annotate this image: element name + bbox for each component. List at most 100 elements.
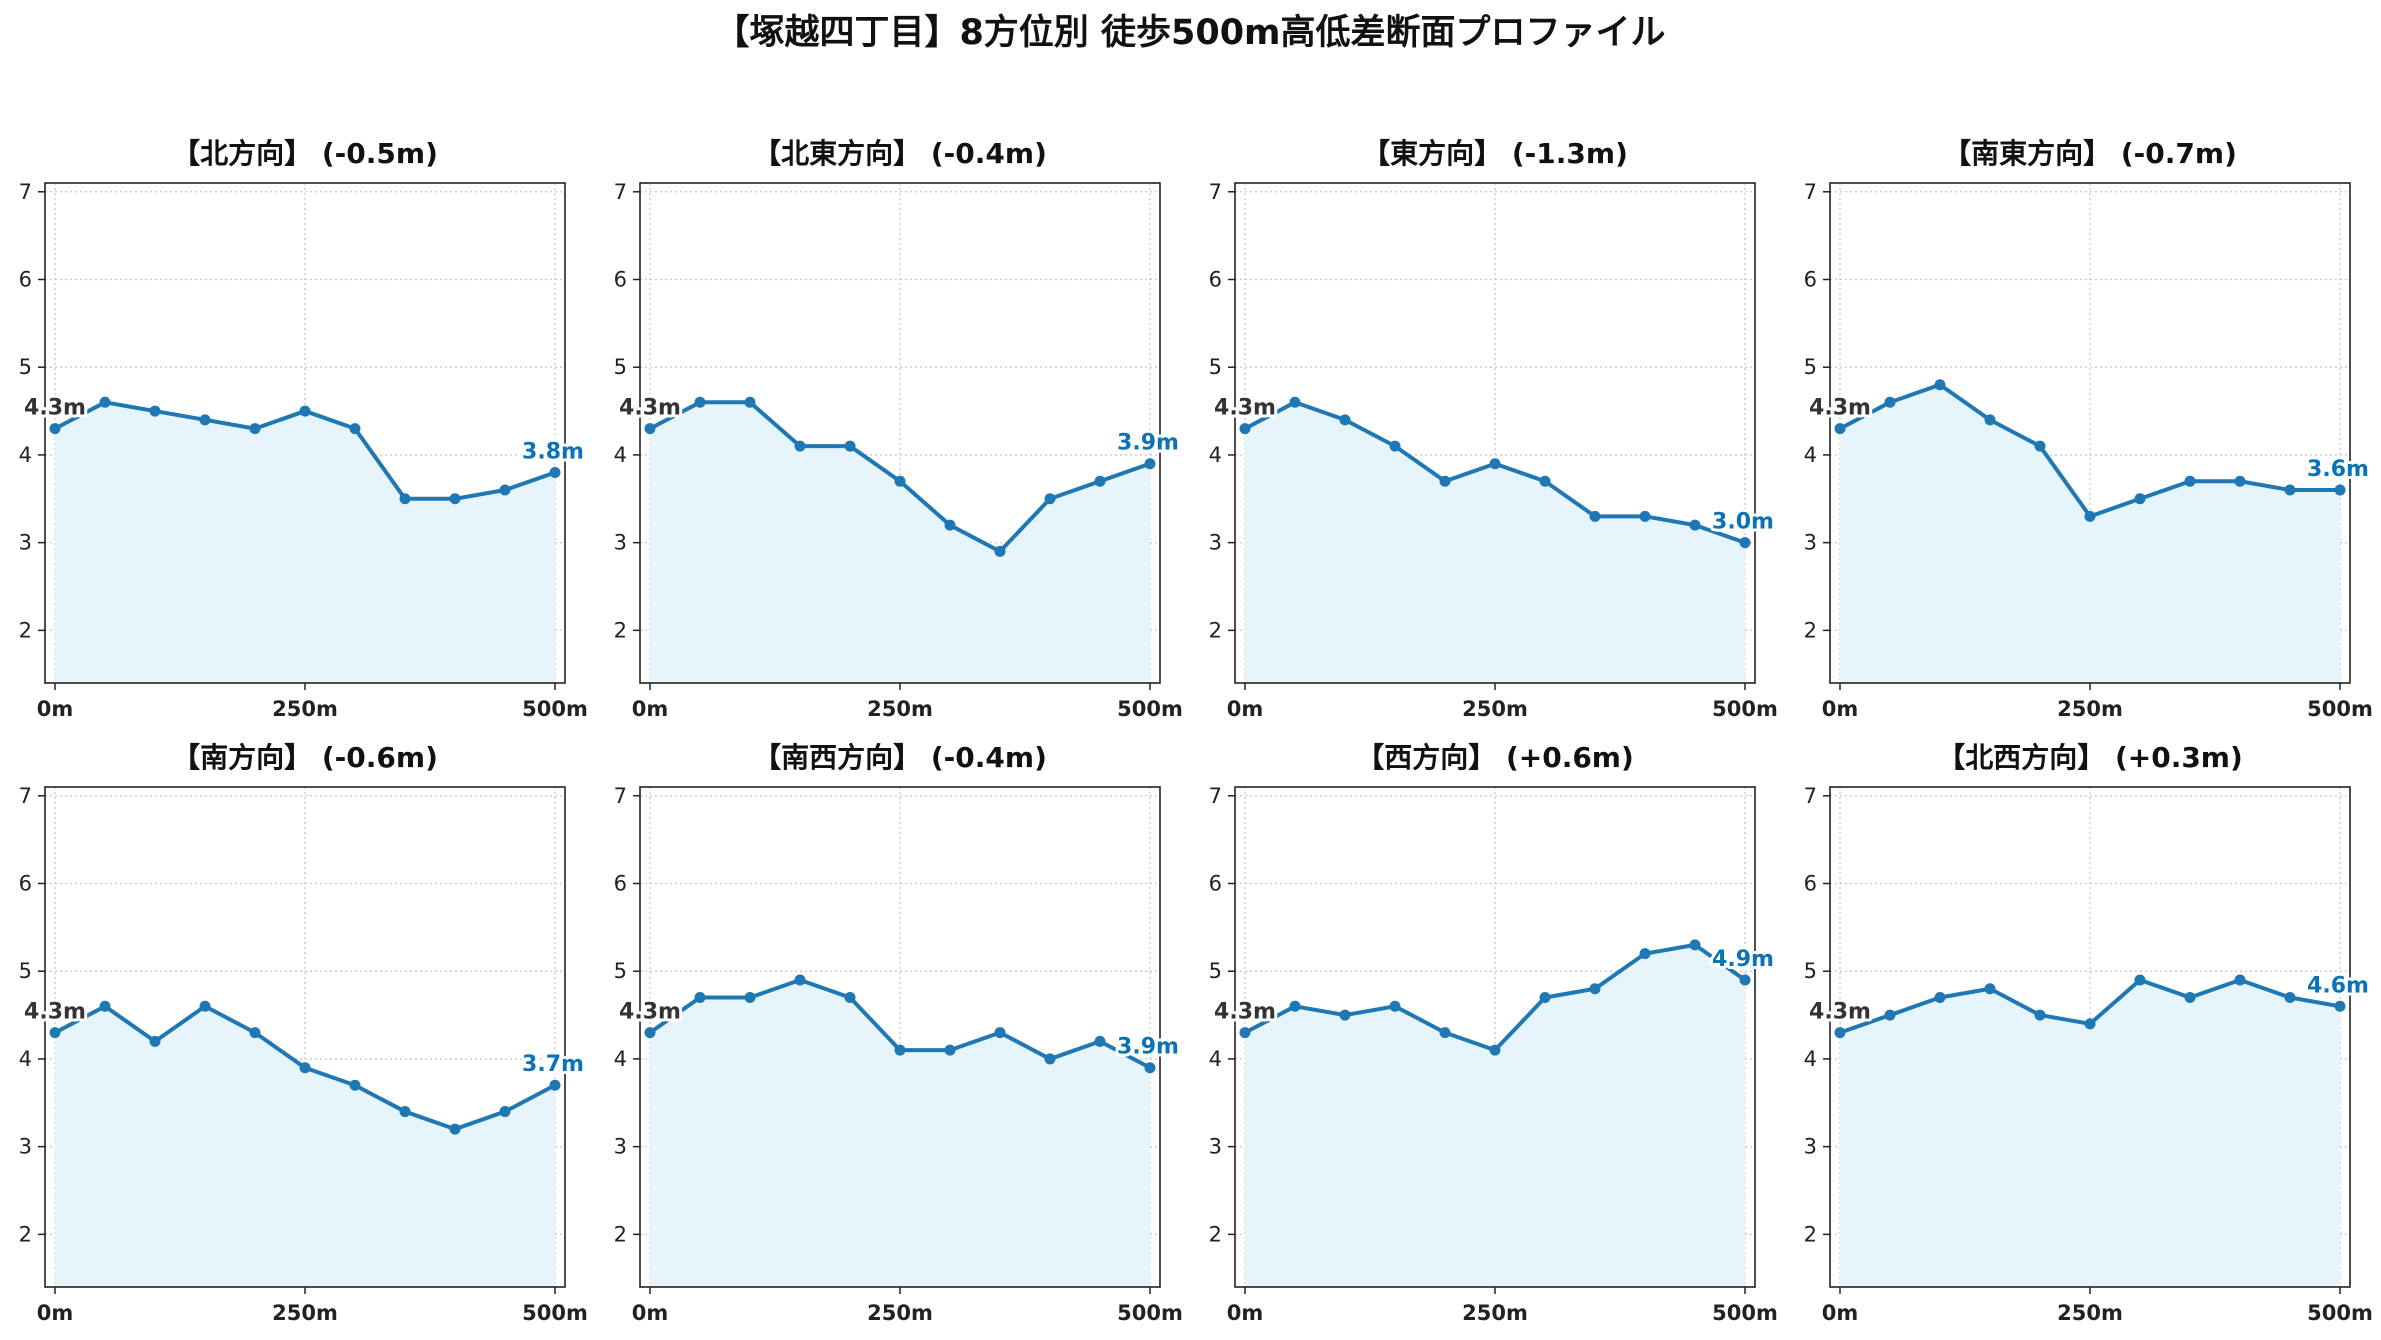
data-point <box>1339 414 1351 426</box>
data-point <box>1884 1009 1896 1021</box>
data-point <box>794 440 806 452</box>
y-tick-label: 6 <box>1209 267 1222 291</box>
data-point <box>1689 519 1701 531</box>
y-tick-label: 6 <box>19 871 32 895</box>
x-tick-label: 0m <box>1227 697 1264 721</box>
y-tick-label: 4 <box>1209 443 1222 467</box>
data-point <box>694 396 706 408</box>
data-point <box>1239 1027 1251 1039</box>
y-tick-label: 3 <box>19 1135 32 1159</box>
y-tick-label: 4 <box>1804 443 1817 467</box>
data-point <box>1984 414 1996 426</box>
y-tick-label: 7 <box>1804 784 1817 808</box>
panel-0: 【北方向】 (-0.5m) 2 3 4 5 6 7 0m 250m 500m 4.3m 3.8m <box>19 137 588 721</box>
y-tick-label: 3 <box>1804 1135 1817 1159</box>
x-tick-label: 250m <box>1462 1301 1528 1325</box>
end-label: 4.6m <box>2307 973 2369 998</box>
data-point <box>1144 1062 1156 1074</box>
data-point <box>1044 493 1056 505</box>
data-point <box>2084 510 2096 522</box>
data-point <box>1389 1000 1401 1012</box>
data-point <box>1289 1000 1301 1012</box>
data-point <box>694 992 706 1004</box>
y-tick-label: 3 <box>1209 1135 1222 1159</box>
y-tick-label: 7 <box>1804 180 1817 204</box>
data-point <box>49 1027 61 1039</box>
y-tick-label: 2 <box>614 618 627 642</box>
data-point <box>794 974 806 986</box>
y-tick-label: 5 <box>1804 959 1817 983</box>
data-point <box>2284 992 2296 1004</box>
data-point <box>1834 1027 1846 1039</box>
data-point <box>1934 992 1946 1004</box>
y-tick-label: 4 <box>19 443 32 467</box>
data-point <box>2034 440 2046 452</box>
panel-3: 【南東方向】 (-0.7m) 2 3 4 5 6 7 0m 250m 500m 4.3m 3.6m <box>1804 137 2373 721</box>
data-point <box>994 1027 1006 1039</box>
y-tick-label: 6 <box>614 871 627 895</box>
x-tick-label: 250m <box>2057 697 2123 721</box>
area-fill <box>1840 979 2340 1287</box>
data-point <box>99 1000 111 1012</box>
y-tick-label: 5 <box>614 959 627 983</box>
data-point <box>49 423 61 435</box>
area-fill <box>1245 402 1745 683</box>
data-point <box>1689 939 1701 951</box>
y-tick-label: 2 <box>1209 618 1222 642</box>
y-tick-label: 2 <box>1804 1222 1817 1246</box>
data-point <box>1639 510 1651 522</box>
end-label: 4.9m <box>1712 947 1774 972</box>
end-label: 3.8m <box>522 439 584 464</box>
data-point <box>2284 484 2296 496</box>
data-point <box>299 405 311 417</box>
data-point <box>499 484 511 496</box>
y-tick-label: 2 <box>614 1222 627 1246</box>
y-tick-label: 7 <box>614 784 627 808</box>
panel-title: 【南東方向】 (-0.7m) <box>1943 137 2237 170</box>
data-point <box>1934 379 1946 391</box>
x-tick-label: 500m <box>522 1301 588 1325</box>
start-label: 4.3m <box>1809 396 1871 421</box>
data-point <box>1489 458 1501 470</box>
data-point <box>249 423 261 435</box>
end-label: 3.9m <box>1117 431 1179 456</box>
y-tick-label: 3 <box>1804 531 1817 555</box>
data-point <box>2334 1000 2346 1012</box>
y-tick-label: 3 <box>614 1135 627 1159</box>
panel-title: 【西方向】 (+0.6m) <box>1356 741 1634 774</box>
data-point <box>1044 1053 1056 1065</box>
data-point <box>99 396 111 408</box>
data-point <box>644 423 656 435</box>
y-tick-label: 7 <box>1209 784 1222 808</box>
data-point <box>149 1035 161 1047</box>
data-point <box>2084 1018 2096 1030</box>
panel-title: 【南西方向】 (-0.4m) <box>753 741 1047 774</box>
area-fill <box>1840 384 2340 683</box>
data-point <box>1739 974 1751 986</box>
y-tick-label: 7 <box>19 180 32 204</box>
x-tick-label: 500m <box>2307 697 2373 721</box>
data-point <box>1539 475 1551 487</box>
data-point <box>299 1062 311 1074</box>
data-point <box>399 1106 411 1118</box>
y-tick-label: 6 <box>1804 267 1817 291</box>
y-tick-label: 2 <box>19 618 32 642</box>
data-point <box>2184 992 2196 1004</box>
figure-title: 【塚越四丁目】8方位別 徒歩500m高低差断面プロファイル <box>714 13 1665 53</box>
data-point <box>2034 1009 2046 1021</box>
data-point <box>744 396 756 408</box>
y-tick-label: 4 <box>614 443 627 467</box>
data-point <box>1439 1027 1451 1039</box>
data-point <box>499 1106 511 1118</box>
x-tick-label: 0m <box>1227 1301 1264 1325</box>
start-label: 4.3m <box>619 396 681 421</box>
panel-4: 【南方向】 (-0.6m) 2 3 4 5 6 7 0m 250m 500m 4.3m 3.7m <box>19 741 588 1325</box>
x-tick-label: 500m <box>1712 1301 1778 1325</box>
data-point <box>2334 484 2346 496</box>
data-point <box>399 493 411 505</box>
data-point <box>644 1027 656 1039</box>
data-point <box>1984 983 1996 995</box>
panel-7: 【北西方向】 (+0.3m) 2 3 4 5 6 7 0m 250m 500m 4.3m 4.6m <box>1804 741 2373 1325</box>
x-tick-label: 250m <box>272 1301 338 1325</box>
